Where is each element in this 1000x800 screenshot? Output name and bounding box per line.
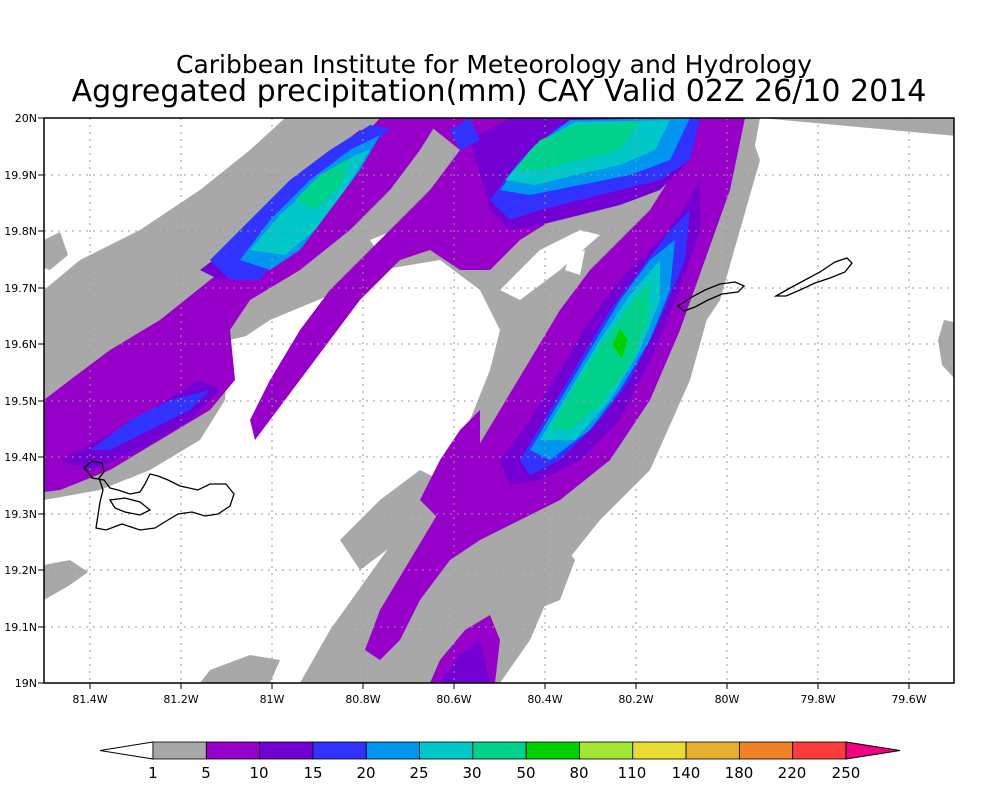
lat-tick-label: 19.9N: [4, 169, 37, 182]
lon-tick-label: 79.8W: [800, 693, 835, 706]
colorbar-label: 15: [303, 764, 322, 782]
colorbar-swatch: [259, 741, 314, 760]
precip-area-grey-e: [938, 320, 954, 378]
colorbar-swatch: [472, 741, 527, 760]
chart-subtitle: Aggregated precipitation(mm) CAY Valid 0…: [71, 74, 927, 109]
lat-tick-label: 19.1N: [4, 621, 37, 634]
lon-tick-labels: 81.4W 81.2W 81W 80.8W 80.6W 80.4W 80.2W …: [72, 693, 926, 706]
axis-tick-marks: [38, 117, 910, 689]
colorbar-swatches: [152, 741, 847, 760]
lon-tick-label: 81W: [260, 693, 285, 706]
lat-tick-label: 19.2N: [4, 564, 37, 577]
lat-tick-label: 19.3N: [4, 508, 37, 521]
lat-tick-label: 19.7N: [4, 282, 37, 295]
colorbar-label: 50: [516, 764, 535, 782]
colorbar-swatch: [792, 741, 847, 760]
colorbar-labels: 1 5 10 15 20 25 30 50 80 110 140 180 220…: [148, 764, 860, 782]
precip-area-purple-west: [44, 118, 440, 492]
colorbar-label: 140: [672, 764, 701, 782]
precip-area-purple-mid: [420, 410, 480, 520]
lon-tick-label: 81.2W: [163, 693, 198, 706]
lat-tick-label: 19.4N: [4, 451, 37, 464]
colorbar-swatch: [685, 741, 740, 760]
colorbar-swatch: [365, 741, 420, 760]
islands: [83, 257, 853, 531]
colorbar-over-arrow: [845, 741, 901, 760]
lat-tick-label: 20N: [15, 112, 37, 125]
lon-tick-label: 80W: [715, 693, 740, 706]
colorbar-swatch: [579, 741, 634, 760]
colorbar-swatch: [738, 741, 794, 760]
little-cayman-island: [773, 257, 853, 297]
colorbar-label: 180: [725, 764, 754, 782]
colorbar: 1 5 10 15 20 25 30 50 80 110 140 180 220…: [99, 741, 901, 782]
colorbar-under-arrow: [99, 741, 154, 760]
lat-tick-label: 19.5N: [4, 395, 37, 408]
colorbar-label: 10: [249, 764, 268, 782]
cayman-brac-island: [676, 281, 746, 312]
precip-area-grey-sw: [44, 560, 88, 600]
precip-band-30-50mm: [295, 122, 650, 430]
colorbar-swatch: [525, 741, 580, 760]
grand-cayman-island: [83, 460, 235, 531]
colorbar-label: 250: [832, 764, 861, 782]
lon-tick-label: 79.6W: [891, 693, 926, 706]
grand-cayman-north-sound: [108, 497, 152, 516]
colorbar-label: 25: [409, 764, 428, 782]
lon-tick-label: 80.4W: [527, 693, 562, 706]
colorbar-swatch: [312, 741, 367, 760]
precip-area-grey-se: [520, 540, 575, 610]
colorbar-label: 1: [148, 764, 158, 782]
lat-tick-label: 19.8N: [4, 225, 37, 238]
colorbar-swatch: [419, 741, 474, 760]
colorbar-swatch: [632, 741, 687, 760]
colorbar-label: 30: [462, 764, 481, 782]
precip-band-50-80mm: [612, 328, 628, 358]
colorbar-label: 20: [356, 764, 375, 782]
colorbar-swatch: [152, 741, 207, 760]
precip-area-grey-s: [200, 655, 280, 683]
chart-title: Caribbean Institute for Meteorology and …: [176, 50, 812, 79]
lon-tick-label: 81.4W: [72, 693, 107, 706]
colorbar-label: 220: [778, 764, 807, 782]
lon-tick-label: 80.8W: [345, 693, 380, 706]
colorbar-swatch: [205, 741, 261, 760]
lat-tick-label: 19N: [15, 677, 37, 690]
colorbar-label: 110: [618, 764, 647, 782]
lon-tick-label: 80.2W: [618, 693, 653, 706]
precip-area-grey-mid: [340, 470, 440, 570]
precip-area-grey-nw: [44, 232, 68, 270]
lat-tick-labels: 19N 19.1N 19.2N 19.3N 19.4N 19.5N 19.6N …: [4, 112, 37, 690]
grid-lines: [44, 118, 954, 683]
colorbar-label: 80: [569, 764, 588, 782]
colorbar-label: 5: [201, 764, 211, 782]
lat-tick-label: 19.6N: [4, 338, 37, 351]
lon-tick-label: 80.6W: [436, 693, 471, 706]
